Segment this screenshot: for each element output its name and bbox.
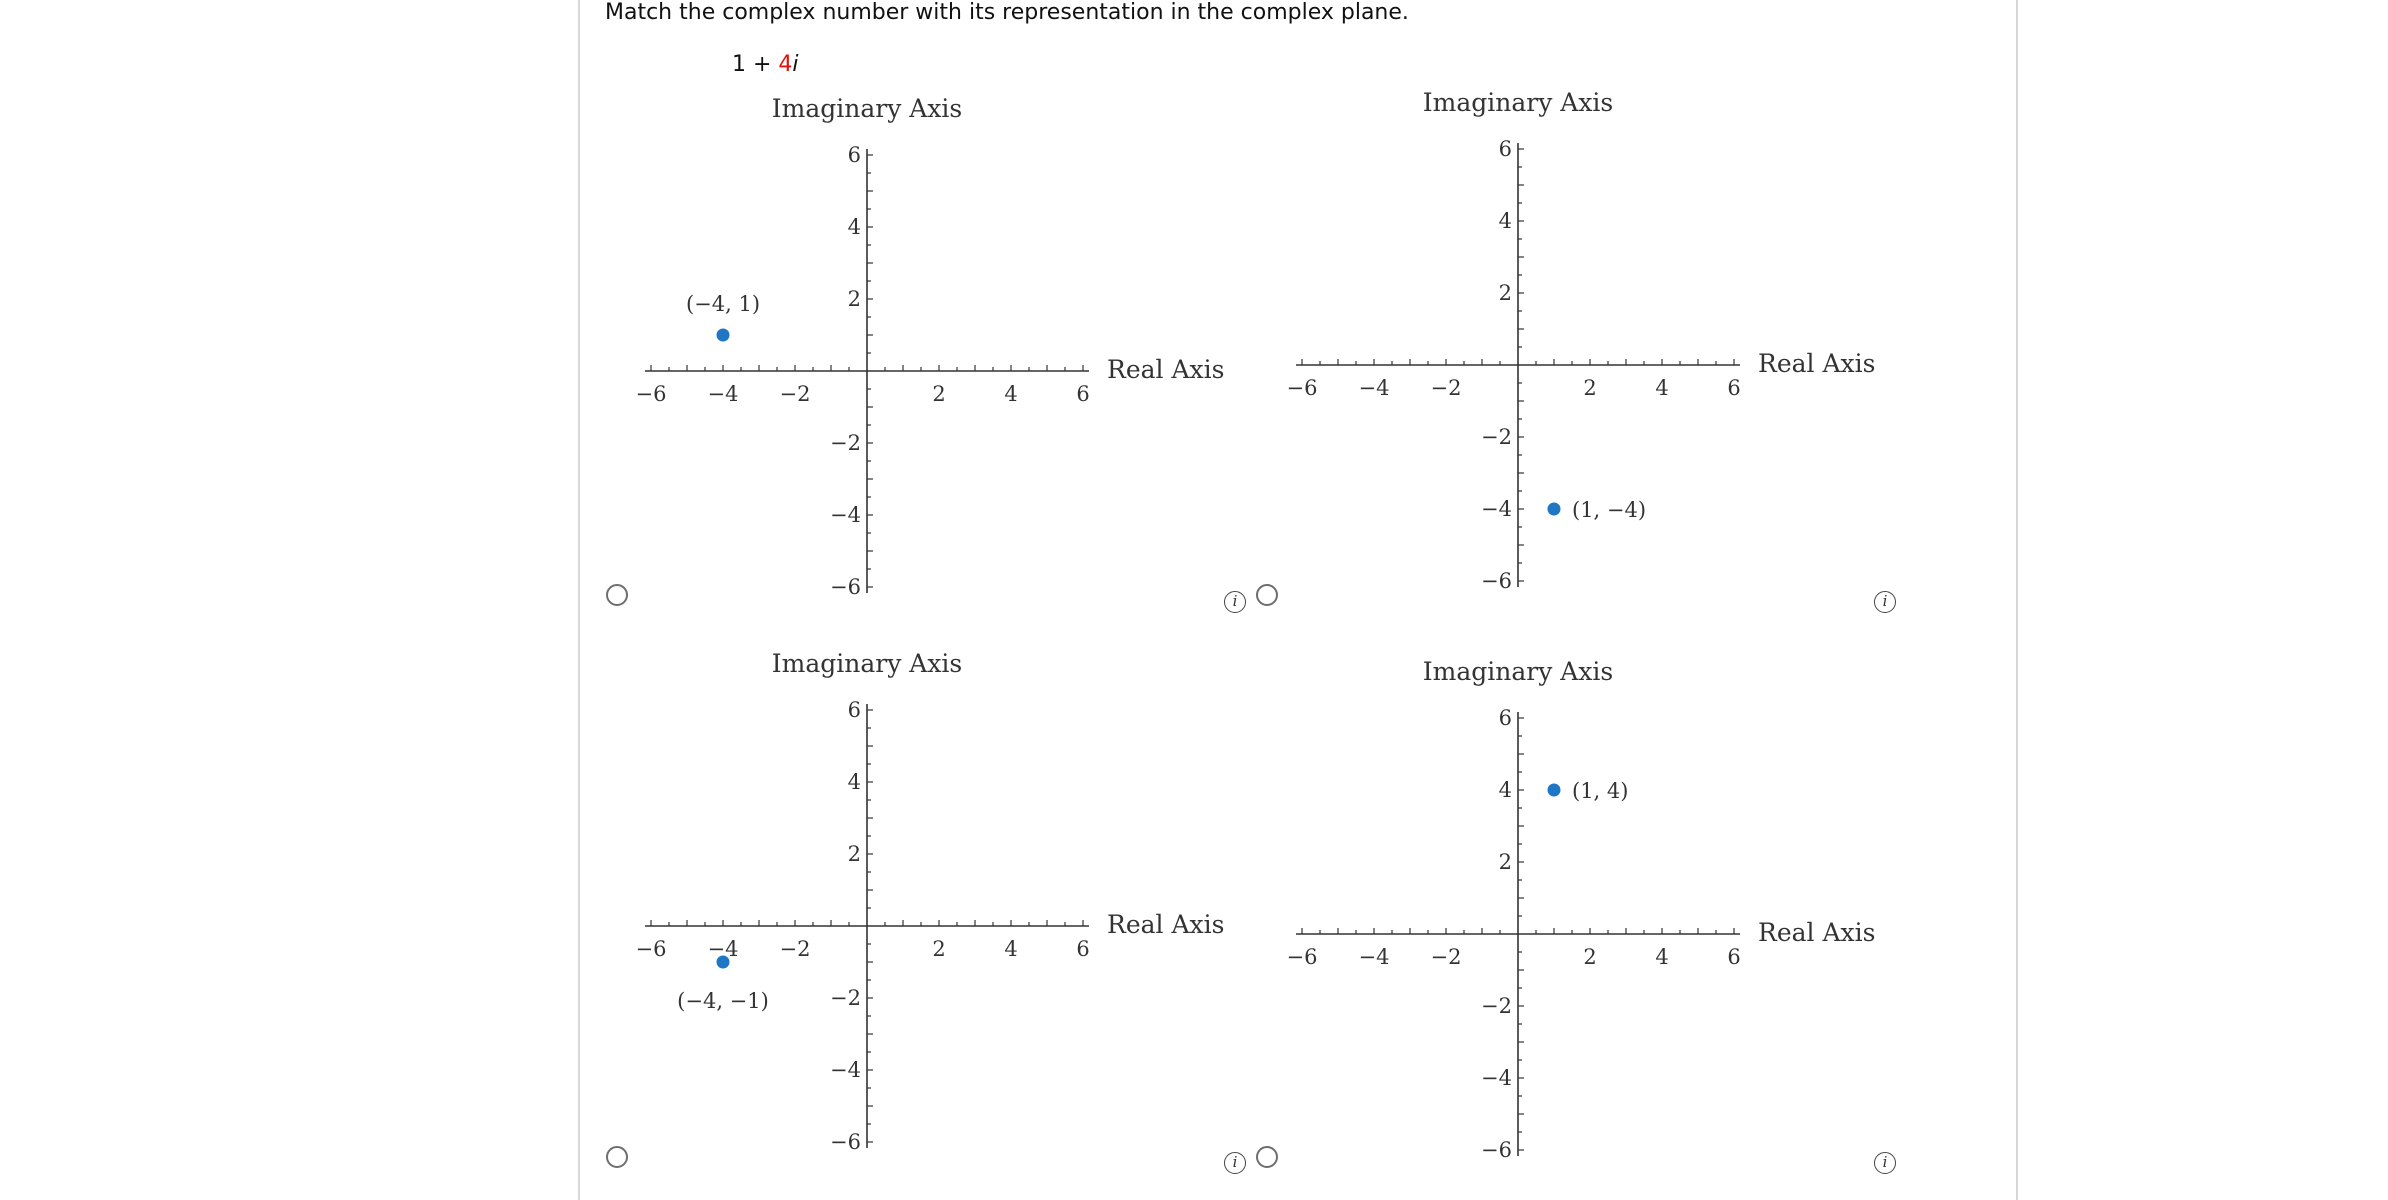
question-prompt: Match the complex number with its repres… [605, 0, 1409, 25]
info-icon[interactable]: i [1874, 591, 1896, 613]
answer-option-radio-1[interactable] [606, 584, 628, 606]
info-icon[interactable]: i [1224, 591, 1246, 613]
info-icon[interactable]: i [1224, 1152, 1246, 1174]
expression-real-part: 1 + [732, 52, 779, 77]
question-panel [578, 0, 2018, 1200]
expression-imaginary-unit: i [792, 52, 799, 77]
answer-option-radio-3[interactable] [606, 1146, 628, 1168]
answer-option-radio-4[interactable] [1256, 1146, 1278, 1168]
complex-number-expression: 1 + 4i [732, 52, 799, 77]
expression-imaginary-coefficient: 4 [778, 52, 793, 77]
info-icon[interactable]: i [1874, 1152, 1896, 1174]
answer-option-radio-2[interactable] [1256, 584, 1278, 606]
